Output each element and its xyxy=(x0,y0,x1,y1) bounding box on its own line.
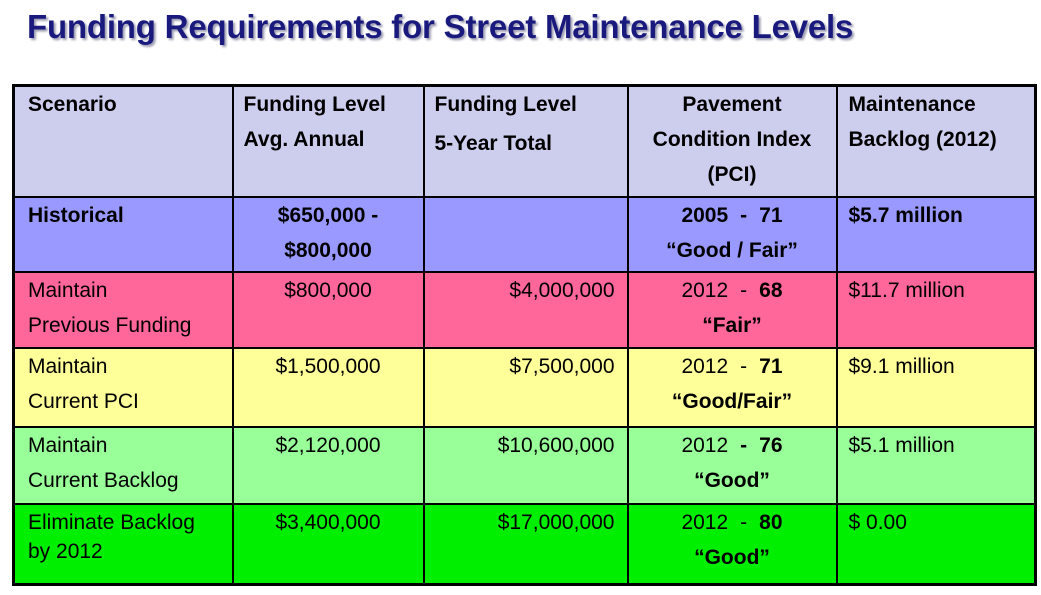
pci-cell: 2012-80 “Good” xyxy=(626,502,838,586)
avg-annual-cell: $3,400,000 xyxy=(231,502,425,586)
header-scenario: Scenario xyxy=(12,84,234,198)
backlog-cell: $5.7 million xyxy=(835,195,1037,273)
backlog-cell: $11.7 million xyxy=(835,270,1037,349)
pci-cell: 2005-71 “Good / Fair” xyxy=(626,195,838,273)
avg-annual-cell: $2,120,000 xyxy=(231,425,425,505)
table-row: Maintain Current PCI $1,500,000 $7,500,0… xyxy=(12,346,1037,428)
avg-annual-cell: $650,000 - $800,000 xyxy=(231,195,425,273)
header-pci: Pavement Condition Index (PCI) xyxy=(626,84,838,198)
five-year-cell: $4,000,000 xyxy=(422,270,629,349)
header-five-year: Funding Level 5-Year Total xyxy=(422,84,629,198)
scenario-cell: Maintain Current Backlog xyxy=(12,425,234,505)
page-title: Funding Requirements for Street Maintena… xyxy=(27,8,854,45)
five-year-cell: $10,600,000 xyxy=(422,425,629,505)
table-row: Eliminate Backlog by 2012 $3,400,000 $17… xyxy=(12,502,1037,586)
backlog-cell: $ 0.00 xyxy=(835,502,1037,586)
scenario-cell: Eliminate Backlog by 2012 xyxy=(12,502,234,586)
scenario-cell: Maintain Previous Funding xyxy=(12,270,234,349)
pci-cell: 2012-71 “Good/Fair” xyxy=(626,346,838,428)
scenario-cell: Historical xyxy=(12,195,234,273)
avg-annual-cell: $1,500,000 xyxy=(231,346,425,428)
table-row: Maintain Previous Funding $800,000 $4,00… xyxy=(12,270,1037,349)
five-year-cell: $7,500,000 xyxy=(422,346,629,428)
five-year-cell: $17,000,000 xyxy=(422,502,629,586)
table-row: Historical $650,000 - $800,000 2005-71 “… xyxy=(12,195,1037,273)
header-backlog: Maintenance Backlog (2012) xyxy=(835,84,1037,198)
scenario-cell: Maintain Current PCI xyxy=(12,346,234,428)
header-avg-annual: Funding Level Avg. Annual xyxy=(231,84,425,198)
pci-cell: 2012-76 “Good” xyxy=(626,425,838,505)
pci-cell: 2012-68 “Fair” xyxy=(626,270,838,349)
avg-annual-cell: $800,000 xyxy=(231,270,425,349)
header-row: Scenario Funding Level Avg. Annual Fundi… xyxy=(12,84,1037,198)
funding-table: Scenario Funding Level Avg. Annual Fundi… xyxy=(12,84,1037,586)
five-year-cell xyxy=(422,195,629,273)
backlog-cell: $5.1 million xyxy=(835,425,1037,505)
backlog-cell: $9.1 million xyxy=(835,346,1037,428)
table-row: Maintain Current Backlog $2,120,000 $10,… xyxy=(12,425,1037,505)
